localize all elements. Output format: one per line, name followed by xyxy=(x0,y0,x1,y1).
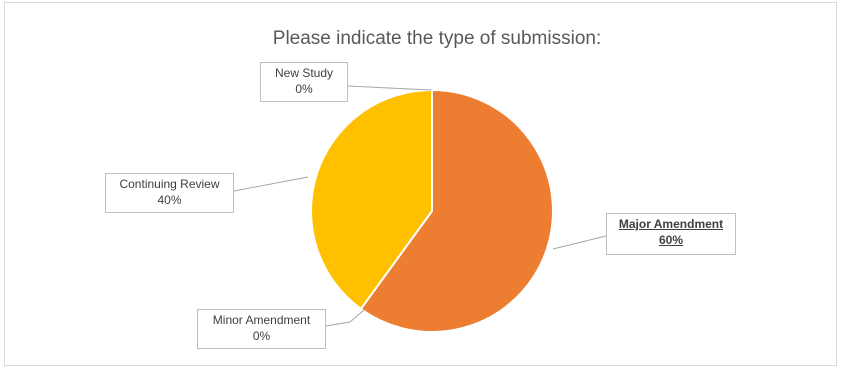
leader-line-minor-amendment xyxy=(325,309,365,327)
data-label-minor-amendment: Minor Amendment 0% xyxy=(197,309,326,349)
pie-slice-continuing-review xyxy=(310,88,433,311)
data-label-value: 40% xyxy=(157,193,182,207)
data-label-name: Continuing Review xyxy=(119,177,220,191)
pie-slice-major-amendment xyxy=(359,88,554,333)
data-label-name: Minor Amendment xyxy=(212,313,311,327)
data-label-value: 0% xyxy=(295,82,313,96)
data-label-name: New Study xyxy=(274,66,334,80)
data-label-continuing-review: Continuing Review 40% xyxy=(105,173,234,213)
leader-line-continuing-review xyxy=(233,176,309,192)
data-label-new-study: New Study 0% xyxy=(260,62,348,102)
chart-title: Please indicate the type of submission: xyxy=(272,28,602,49)
data-label-name: Major Amendment xyxy=(618,217,724,231)
data-label-value: 0% xyxy=(252,329,271,343)
leader-line-major-amendment xyxy=(552,235,607,250)
data-label-value: 60% xyxy=(658,233,684,247)
data-label-major-amendment: Major Amendment 60% xyxy=(606,213,736,255)
leader-line-new-study xyxy=(347,85,433,91)
